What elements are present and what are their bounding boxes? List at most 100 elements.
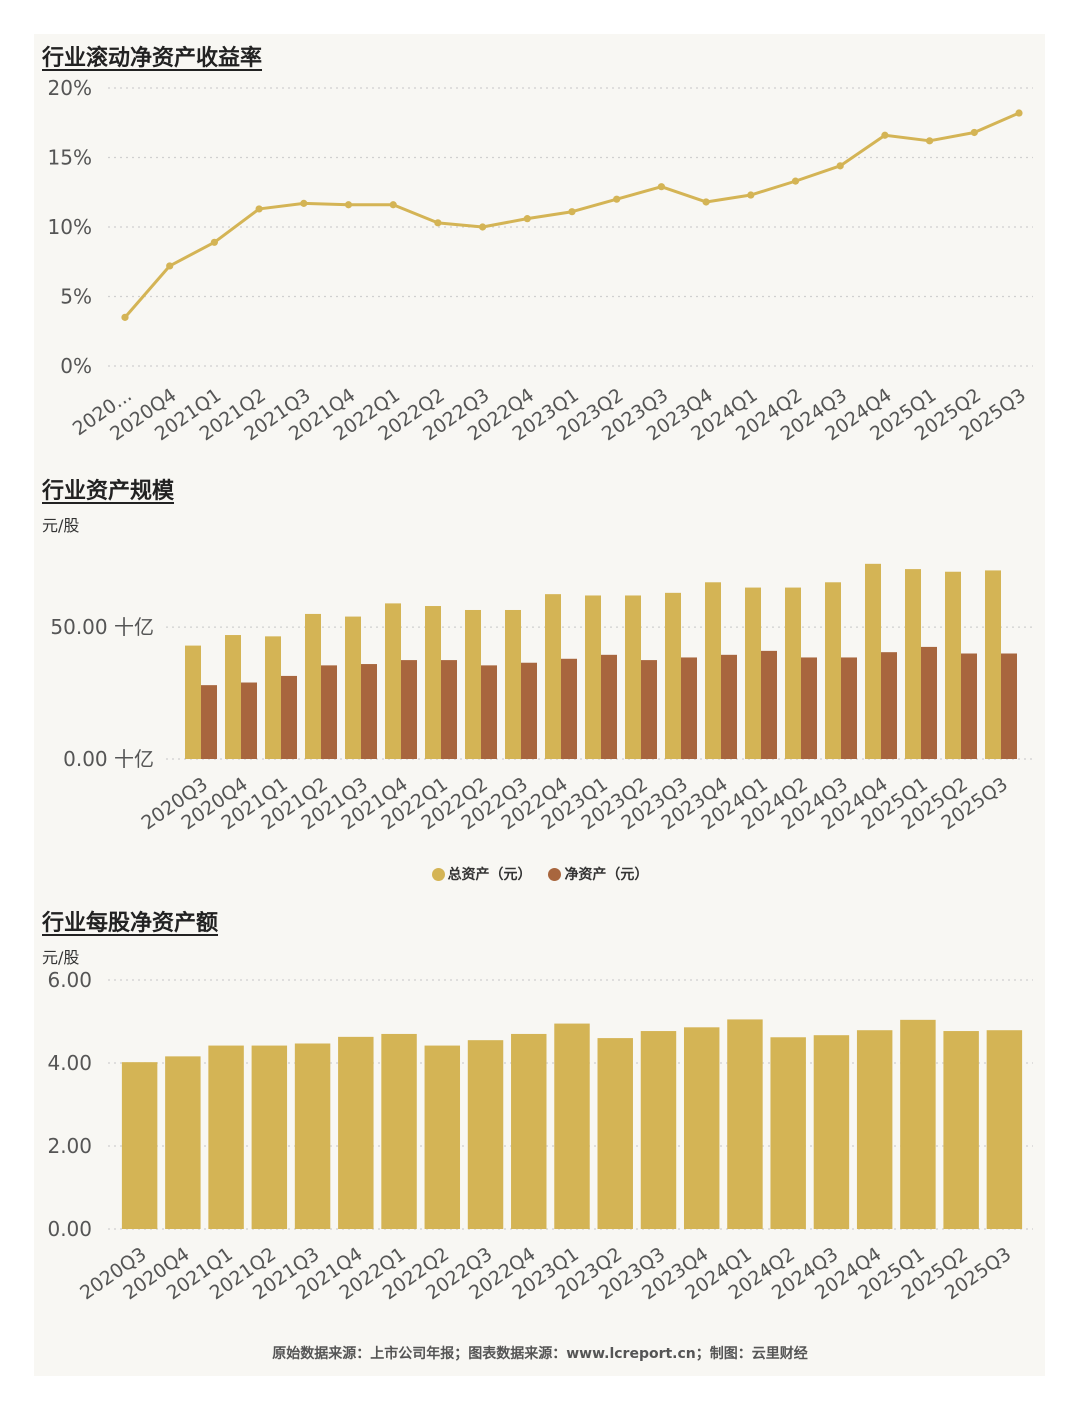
total-assets-bar (745, 587, 761, 759)
legend-dot-net (548, 867, 562, 881)
bvps-bar (467, 1040, 504, 1229)
bvps-bar (813, 1035, 850, 1229)
roe-data-point (881, 131, 889, 139)
assets-unit-label: 元/股 (42, 516, 80, 535)
roe-data-point (479, 223, 487, 231)
roe-data-point (702, 198, 710, 206)
bvps-bar (381, 1033, 417, 1229)
bvps-y-tick-label: 6.00 (47, 968, 92, 992)
roe-data-point (166, 262, 174, 270)
roe-data-point (389, 201, 397, 209)
legend-item-net[interactable]: 净资产（元） (548, 864, 648, 884)
bvps-bar (208, 1045, 244, 1229)
bvps-bar (770, 1037, 806, 1229)
net-assets-bar (1001, 653, 1017, 759)
net-assets-bar (281, 675, 297, 759)
total-assets-bar (985, 570, 1001, 759)
legend-label-net: 净资产（元） (564, 867, 649, 883)
total-assets-bar (305, 613, 321, 759)
roe-y-tick-label: 0% (60, 354, 92, 378)
roe-data-point (523, 215, 531, 223)
net-assets-bar (801, 657, 817, 759)
bvps-y-tick-label: 0.00 (47, 1217, 92, 1241)
roe-y-tick-label: 20% (48, 76, 92, 100)
net-assets-bar (241, 682, 257, 759)
bvps-bar (683, 1027, 720, 1229)
roe-data-point (1015, 109, 1023, 117)
bvps-y-tick-label: 4.00 (47, 1051, 92, 1075)
bvps-unit-label: 元/股 (42, 948, 80, 967)
bvps-bar (943, 1031, 979, 1229)
net-assets-bar (841, 657, 857, 759)
net-assets-bar (361, 664, 377, 759)
net-assets-bar (201, 685, 217, 759)
bvps-y-tick-label: 2.00 (47, 1134, 92, 1158)
total-assets-bar (185, 645, 201, 759)
assets-legend: 总资产（元） 净资产（元） (0, 864, 1080, 885)
net-assets-bar (601, 654, 617, 759)
net-assets-bar (321, 665, 337, 759)
net-assets-bar (481, 665, 497, 759)
roe-data-point (121, 313, 129, 321)
bvps-bar (727, 1019, 763, 1229)
roe-y-tick-label: 10% (48, 215, 92, 239)
assets-y-tick-label: 50.00 十亿 (50, 615, 154, 639)
roe-data-point (970, 128, 978, 137)
net-assets-bar (761, 650, 777, 759)
net-assets-bar (921, 646, 937, 759)
bvps-bar (511, 1033, 547, 1229)
net-assets-bar (721, 654, 737, 759)
total-assets-bar (585, 595, 601, 759)
total-assets-bar (625, 595, 641, 759)
bvps-bar (338, 1036, 374, 1229)
source-footer: 原始数据来源：上市公司年报；图表数据来源：www.lcreport.cn；制图：… (272, 1346, 808, 1362)
net-assets-bar (561, 658, 577, 759)
total-assets-bar (545, 594, 561, 759)
roe-data-point (344, 201, 353, 209)
assets-y-tick-label: 0.00 十亿 (63, 747, 154, 771)
total-assets-bar (505, 609, 521, 759)
roe-data-point (434, 219, 442, 227)
bvps-bar (165, 1056, 201, 1229)
bvps-bar-chart: 0.002.004.006.002020Q32020Q42021Q12021Q2… (47, 968, 1033, 1304)
total-assets-bar (705, 582, 721, 759)
total-assets-bar (785, 587, 801, 759)
roe-y-tick-label: 15% (48, 146, 92, 170)
bvps-bar (554, 1023, 590, 1229)
legend-label-total: 总资产（元） (447, 867, 532, 883)
net-assets-bar (521, 662, 537, 759)
total-assets-bar (345, 616, 361, 759)
total-assets-bar (905, 569, 921, 759)
total-assets-bar (865, 563, 881, 759)
total-assets-bar (425, 606, 441, 759)
roe-y-tick-label: 5% (60, 285, 92, 309)
roe-data-point (791, 177, 800, 185)
net-assets-bar (401, 660, 417, 759)
roe-chart-title: 行业滚动净资产收益率 (42, 46, 263, 71)
net-assets-bar (961, 653, 977, 759)
legend-item-total[interactable]: 总资产（元） (431, 864, 532, 884)
roe-data-point (657, 183, 666, 191)
roe-data-point (613, 195, 621, 203)
roe-line-chart: 0%5%10%15%20%2020...2020Q42021Q12021Q220… (48, 76, 1033, 445)
bvps-bar (597, 1038, 633, 1229)
net-assets-bar (441, 660, 457, 759)
bvps-bar (251, 1045, 288, 1229)
net-assets-bar (681, 657, 697, 759)
roe-data-point (568, 208, 576, 216)
total-assets-bar (665, 592, 681, 759)
total-assets-bar (465, 609, 481, 759)
legend-dot-total (431, 867, 445, 881)
bvps-bar (640, 1031, 677, 1229)
roe-data-point (747, 191, 755, 199)
bvps-bar (424, 1045, 461, 1229)
bvps-bar (294, 1043, 331, 1229)
bvps-chart-title: 行业每股净资产额 (42, 911, 219, 936)
roe-data-point (300, 199, 308, 207)
bvps-bar (121, 1062, 158, 1229)
bvps-bar (986, 1030, 1023, 1229)
net-assets-bar (641, 660, 657, 759)
roe-data-point (255, 205, 263, 213)
total-assets-bar (265, 636, 281, 759)
